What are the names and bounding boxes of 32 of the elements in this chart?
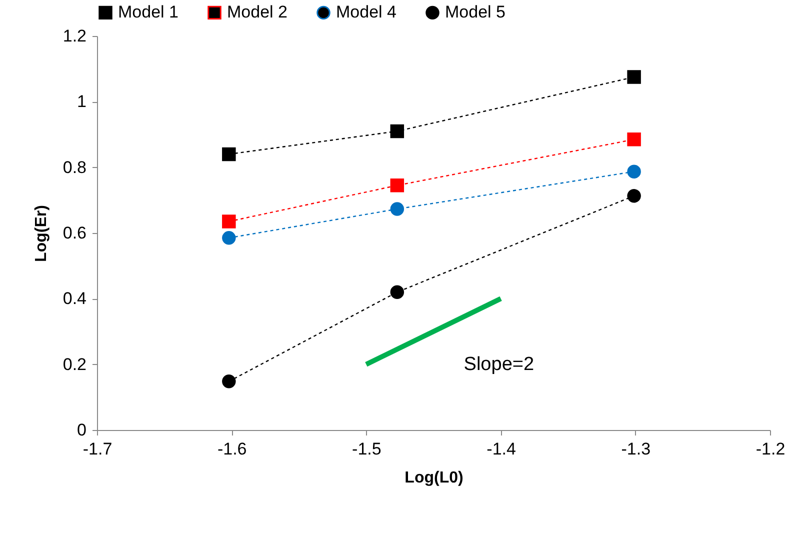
y-tick-label: 0.8 (62, 158, 86, 177)
y-tick-label: 1 (77, 92, 86, 112)
y-tick-label: 1.2 (62, 26, 86, 46)
x-tick-label: -1.3 (621, 440, 651, 458)
point (390, 178, 404, 192)
point (222, 214, 236, 228)
point (390, 124, 404, 138)
legend-label: Model 5 (445, 2, 506, 22)
x-axis-title: Log(L0) (404, 470, 464, 486)
point (222, 374, 236, 388)
legend-label: Model 2 (227, 2, 288, 22)
y-axis-title: Log(Er) (32, 205, 50, 262)
x-tick-label: -1.5 (352, 440, 382, 458)
point (222, 231, 236, 245)
point (627, 189, 641, 203)
x-tick-label: -1.2 (756, 440, 786, 458)
legend-label: Model 4 (336, 2, 396, 22)
point (222, 147, 236, 162)
y-tick-label: 0.4 (62, 289, 86, 308)
point (390, 202, 404, 216)
x-tick-label: -1.7 (82, 440, 112, 458)
point (627, 164, 641, 178)
legend-label: Model 1 (118, 2, 178, 22)
y-tick-label: 0.2 (62, 354, 86, 374)
x-tick-label: -1.4 (486, 440, 516, 458)
y-tick-label: 0.6 (62, 224, 86, 242)
x-tick-label: -1.6 (217, 440, 247, 458)
point (627, 70, 641, 84)
point (390, 285, 404, 299)
y-tick-label: 0 (77, 420, 86, 440)
point (627, 132, 641, 146)
annotation: Slope=2 (464, 354, 534, 376)
